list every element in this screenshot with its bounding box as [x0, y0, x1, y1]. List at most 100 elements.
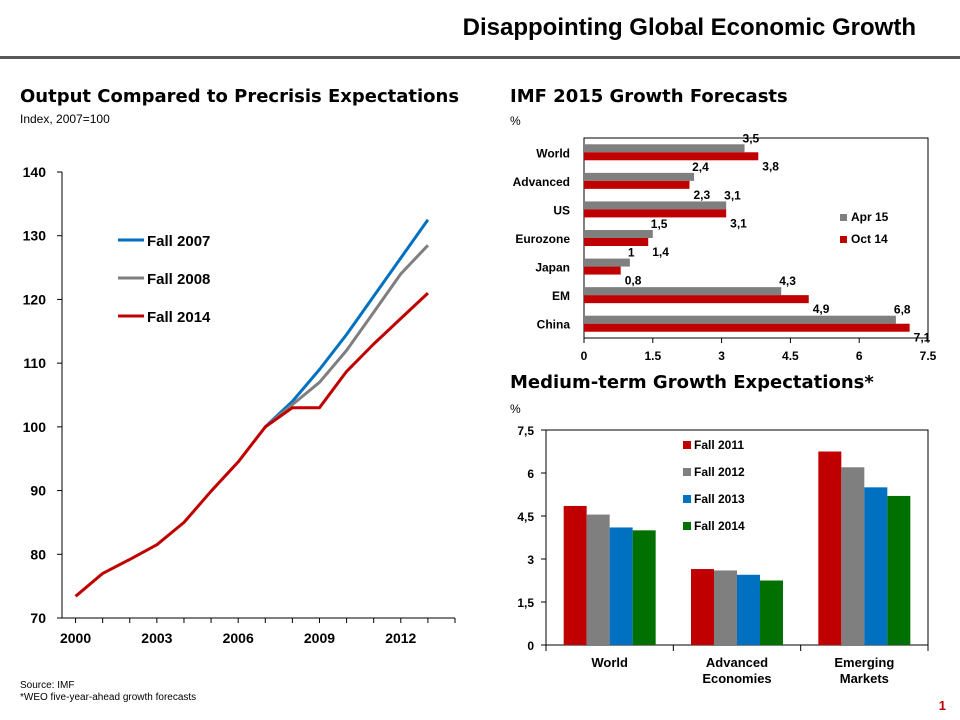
growth-forecast-bar-chart: 0 1.5 3 4.5 6 7.5 World 3,53,8 Advanced 2,4 2,3 US 3… — [513, 131, 937, 363]
legend-swatch — [683, 441, 691, 449]
category-label: Eurozone — [515, 232, 570, 246]
bar — [632, 530, 656, 645]
category-label: Advanced — [706, 655, 768, 670]
legend-swatch — [840, 236, 847, 243]
y-tick-label: 90 — [30, 483, 46, 499]
legend-label: Fall 2014 — [147, 309, 211, 326]
category-label: Markets — [840, 671, 889, 686]
y-tick-label: 100 — [23, 419, 47, 435]
x-tick-label: 2012 — [385, 630, 416, 646]
bar — [584, 315, 896, 324]
y-tick-label: 80 — [30, 546, 46, 562]
bar — [586, 514, 610, 645]
bar — [584, 180, 690, 189]
data-label: 7,1 — [914, 331, 931, 345]
category-label: Emerging — [834, 655, 894, 670]
data-label: 1 — [628, 246, 635, 260]
slide-title: Disappointing Global Economic Growth — [462, 14, 916, 41]
bar — [691, 569, 714, 645]
legend-swatch — [683, 468, 691, 476]
data-label: 0,8 — [625, 274, 642, 288]
legend-label: Fall 2011 — [694, 438, 744, 452]
y-tick-label: 0 — [527, 639, 534, 653]
x-tick-label: 3 — [718, 349, 725, 363]
bar — [584, 172, 695, 181]
hbar-chart-subtitle: % — [510, 114, 521, 128]
title-divider — [0, 56, 960, 59]
bar — [584, 209, 727, 218]
page-number: 1 — [938, 698, 946, 713]
y-tick-label: 130 — [23, 228, 47, 244]
category-label: Japan — [535, 261, 570, 275]
x-tick-label: 2009 — [304, 630, 335, 646]
bar — [584, 201, 727, 210]
x-tick-label: 6 — [856, 349, 863, 363]
category-label: World — [536, 146, 570, 160]
bar — [584, 144, 745, 153]
data-label: 3,8 — [762, 159, 779, 173]
data-label: 3,5 — [743, 131, 760, 145]
bar — [584, 266, 621, 275]
category-label: China — [537, 318, 571, 332]
category-label: World — [591, 655, 628, 670]
y-tick-label: 6 — [527, 467, 534, 481]
bar — [760, 580, 783, 645]
bar — [584, 258, 630, 267]
x-tick-label: 1.5 — [644, 349, 661, 363]
bar — [584, 152, 759, 161]
y-tick-label: 70 — [30, 610, 46, 626]
category-label: US — [553, 203, 570, 217]
line-chart-subtitle: Index, 2007=100 — [20, 112, 110, 126]
bar — [864, 487, 888, 645]
x-tick-label: 2000 — [60, 630, 91, 646]
series-line-fall-2014 — [74, 292, 429, 598]
line-chart-title: Output Compared to Precrisis Expectation… — [20, 86, 460, 107]
legend-label: Fall 2012 — [694, 465, 745, 479]
data-label: 2,4 — [692, 160, 709, 174]
hbar-chart-title: IMF 2015 Growth Forecasts — [510, 86, 788, 107]
y-tick-label: 7,5 — [517, 424, 534, 438]
bar — [584, 230, 653, 238]
data-label: 3,1 — [730, 216, 747, 230]
output-line-chart: 70 80 90 100 110 120 130 140 2000 2003 2006 2009 201… — [23, 164, 456, 646]
legend-swatch — [840, 214, 847, 221]
data-label: 1,4 — [652, 245, 669, 259]
legend-label: Fall 2014 — [694, 519, 745, 533]
bar — [737, 574, 760, 645]
category-label: EM — [552, 289, 570, 303]
x-tick-label: 2006 — [223, 630, 254, 646]
bar — [714, 570, 737, 645]
x-tick-label: 2003 — [141, 630, 172, 646]
legend-swatch — [683, 522, 691, 530]
data-label: 1,5 — [651, 217, 668, 231]
data-label: 4,9 — [813, 302, 830, 316]
series-line-fall-2008 — [264, 244, 429, 429]
bar — [584, 295, 809, 304]
bar — [818, 451, 842, 645]
vbar-chart-title: Medium-term Growth Expectations* — [510, 372, 874, 393]
bar — [887, 495, 911, 645]
data-label: 4,3 — [779, 274, 796, 288]
bar — [841, 467, 865, 645]
y-tick-label: 110 — [23, 355, 46, 371]
vbar-chart-subtitle: % — [510, 402, 521, 416]
bar — [563, 505, 587, 645]
y-tick-label: 3 — [527, 553, 534, 567]
legend-label: Apr 15 — [851, 210, 889, 224]
y-tick-label: 120 — [23, 291, 47, 307]
x-tick-label: 0 — [581, 349, 588, 363]
bar — [609, 527, 633, 645]
x-tick-label: 7.5 — [920, 349, 937, 363]
legend-label: Oct 14 — [851, 232, 888, 246]
bar — [584, 287, 782, 296]
series-line-fall-2007 — [264, 218, 430, 428]
bar — [584, 238, 649, 246]
data-label: 3,1 — [724, 188, 741, 202]
category-label: Advanced — [513, 175, 570, 189]
y-tick-label: 4,5 — [517, 510, 534, 524]
legend-label: Fall 2007 — [147, 233, 210, 250]
data-label: 6,8 — [894, 303, 911, 317]
x-tick-label: 4.5 — [782, 349, 799, 363]
legend-label: Fall 2013 — [694, 492, 745, 506]
